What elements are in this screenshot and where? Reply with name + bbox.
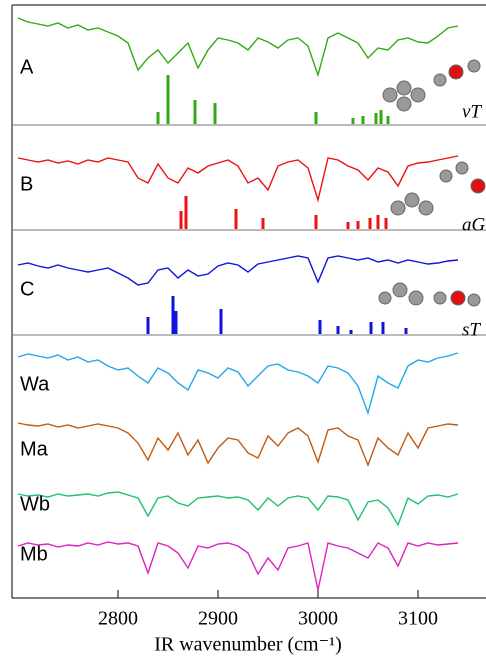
spectrum (18, 256, 458, 285)
chart: IR wavenumber (cm⁻¹) 2800 2900 3000 3100 A B C… (0, 0, 486, 660)
series-label: C (20, 278, 34, 300)
x-tick-label: 2900 (198, 608, 238, 630)
series-label: Wa (20, 373, 50, 395)
x-tick-label: 2800 (98, 608, 138, 630)
series-label: Mb (20, 543, 48, 565)
annotation: vT (462, 101, 482, 122)
molecule (379, 60, 485, 306)
series-label: Ma (20, 438, 49, 460)
annotation: sT (462, 319, 481, 340)
spectrum (18, 542, 458, 590)
spectrum (18, 18, 458, 75)
spectrum (18, 492, 458, 525)
spectrum (18, 423, 458, 465)
series-label: A (20, 56, 34, 78)
spectrum (18, 353, 458, 413)
x-tick-label: 3000 (298, 608, 338, 630)
series-label: Wb (20, 493, 50, 515)
x-tick-label: 3100 (398, 608, 438, 630)
annotation: aG (462, 214, 486, 235)
page: IR wavenumber (cm⁻¹) 2800 2900 3000 3100 A B C… (0, 0, 486, 660)
x-axis-label: IR wavenumber (cm⁻¹) (154, 634, 342, 656)
spectrum (18, 156, 458, 200)
series-label: B (20, 173, 33, 195)
